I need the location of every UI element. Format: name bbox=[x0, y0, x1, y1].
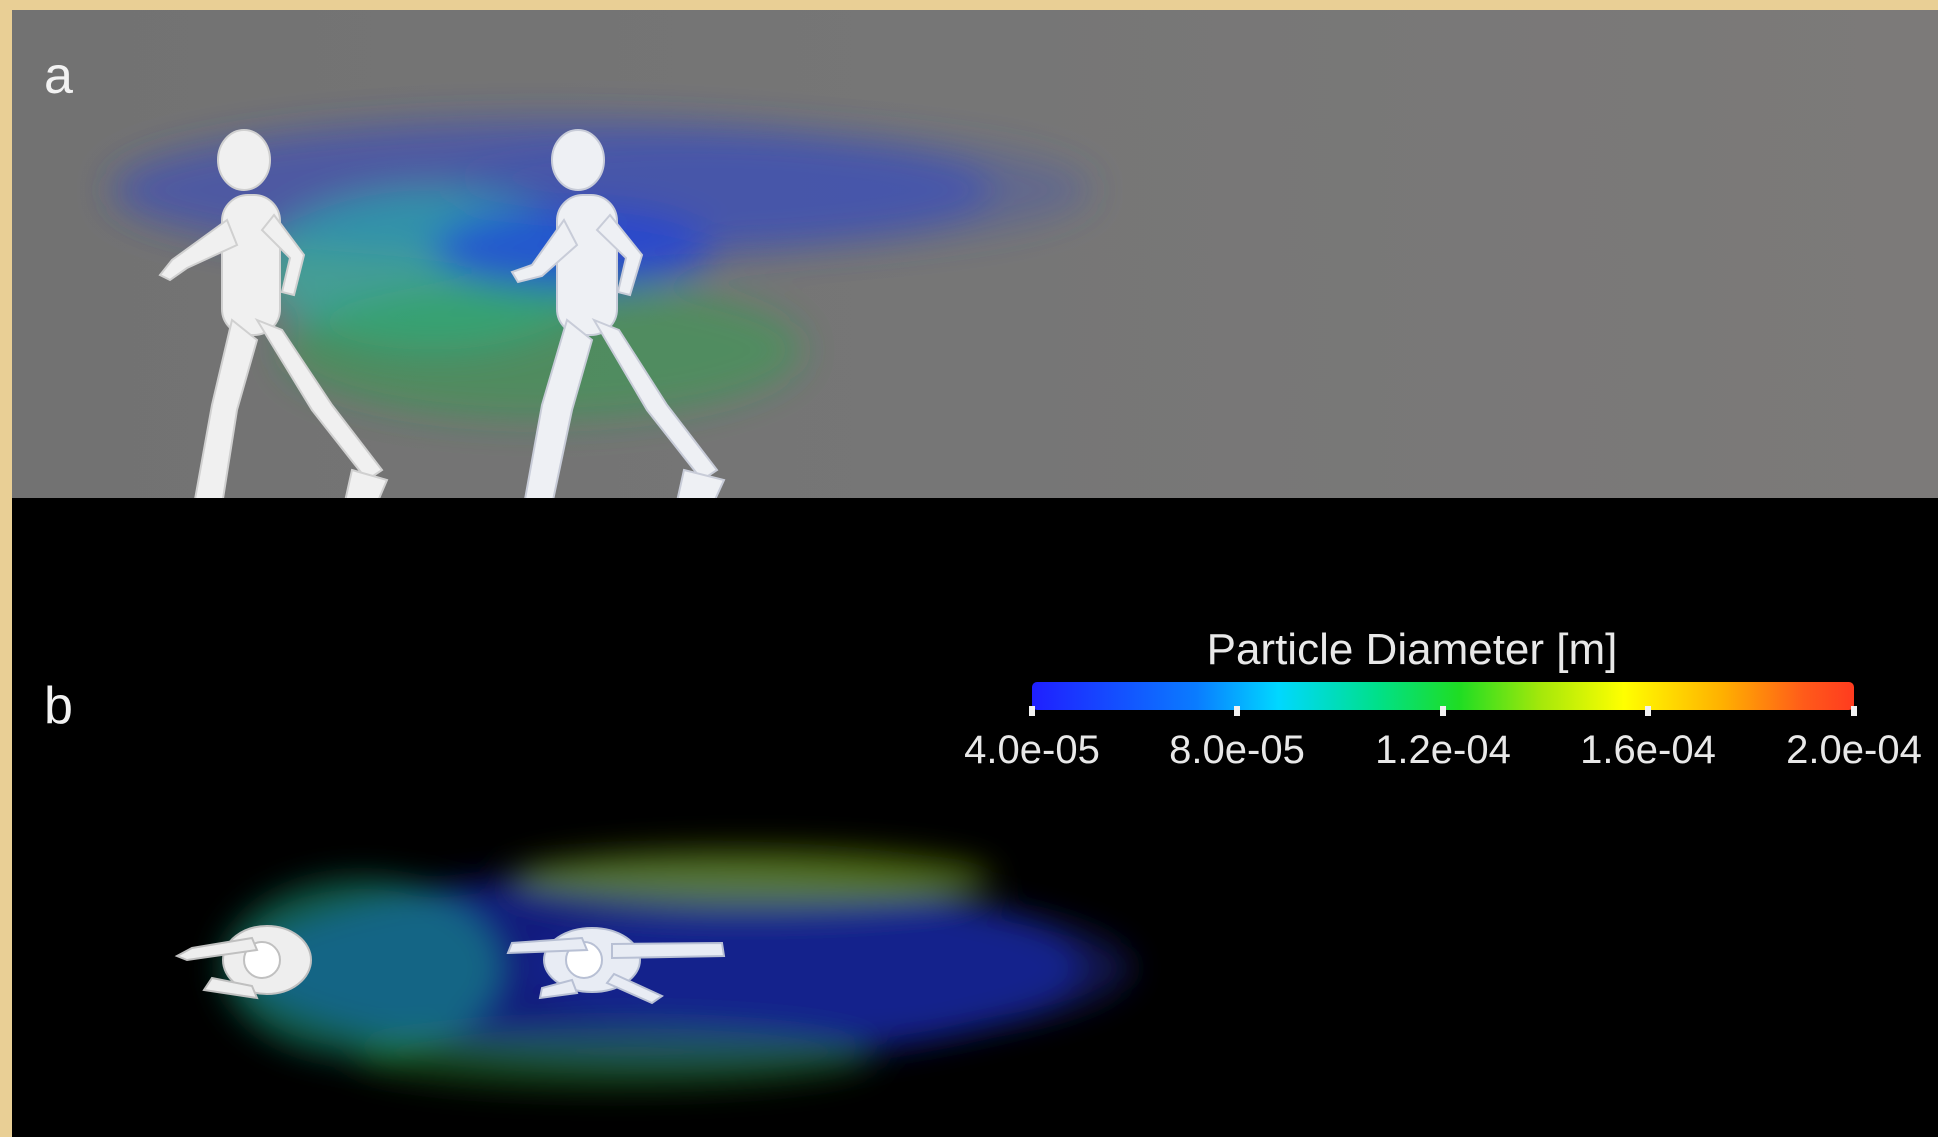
walker-rear-figure bbox=[158, 129, 389, 498]
panel-label-b: b bbox=[44, 677, 73, 735]
colorbar-tick-label: 8.0e-05 bbox=[1169, 728, 1305, 772]
side-view-scene bbox=[112, 120, 1092, 498]
legend-title: Particle Diameter [m] bbox=[1206, 625, 1618, 674]
colorbar-tick bbox=[1029, 706, 1035, 716]
colorbar-tick bbox=[1234, 706, 1240, 716]
colorbar-tick-label: 2.0e-04 bbox=[1786, 728, 1922, 772]
colorbar bbox=[1032, 682, 1854, 710]
colorbar-tick bbox=[1851, 706, 1857, 716]
colorbar-tick bbox=[1645, 706, 1651, 716]
panel-label-a: a bbox=[44, 47, 73, 105]
figure-frame: a b Particle Diameter [m] 4.0e-05 8.0e-0… bbox=[12, 10, 1938, 1137]
colorbar-legend: Particle Diameter [m] 4.0e-05 8.0e-05 1.… bbox=[942, 610, 1938, 771]
walker-front-top-figure bbox=[506, 927, 726, 1005]
particle-cloud-top bbox=[222, 850, 1132, 1088]
panel-a-side-view bbox=[12, 10, 1938, 498]
colorbar-tick bbox=[1440, 706, 1446, 716]
top-view-scene bbox=[174, 850, 1132, 1088]
particle-cloud-side bbox=[112, 120, 1092, 420]
colorbar-tick-label: 1.6e-04 bbox=[1580, 728, 1716, 772]
colorbar-tick-label: 1.2e-04 bbox=[1375, 728, 1511, 772]
panel-b-top-view bbox=[12, 498, 1938, 1137]
walker-rear-top-figure bbox=[174, 925, 312, 1000]
walker-front-figure bbox=[510, 129, 726, 498]
colorbar-tick-label: 4.0e-05 bbox=[964, 728, 1100, 772]
